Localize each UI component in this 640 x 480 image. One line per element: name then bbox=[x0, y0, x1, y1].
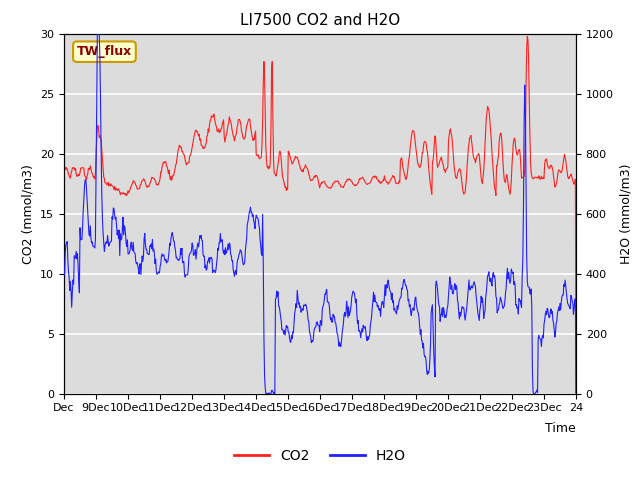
Legend: CO2, H2O: CO2, H2O bbox=[228, 443, 412, 468]
Title: LI7500 CO2 and H2O: LI7500 CO2 and H2O bbox=[240, 13, 400, 28]
Y-axis label: CO2 (mmol/m3): CO2 (mmol/m3) bbox=[22, 164, 35, 264]
Text: TW_flux: TW_flux bbox=[77, 45, 132, 58]
Text: Time: Time bbox=[545, 422, 576, 435]
Y-axis label: H2O (mmol/m3): H2O (mmol/m3) bbox=[620, 163, 632, 264]
